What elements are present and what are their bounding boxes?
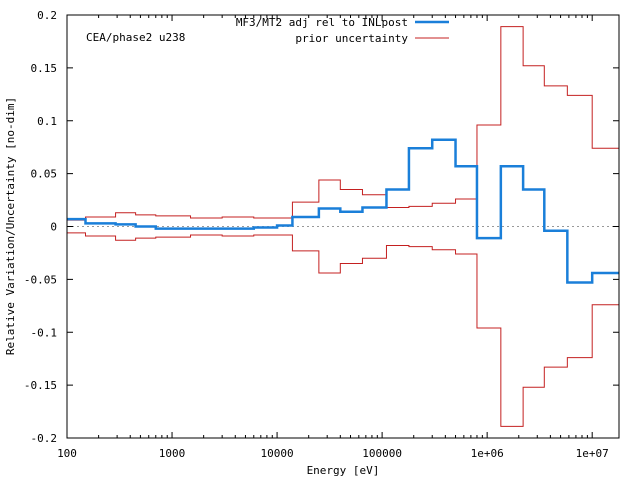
x-tick-label: 1e+06 <box>471 447 504 460</box>
y-tick-label: 0 <box>50 221 57 234</box>
y-tick-label: 0.2 <box>37 9 57 22</box>
series-prior-uncertainty-upper <box>67 26 619 221</box>
series-adj-rel-to-inlpost <box>67 138 619 284</box>
y-axis-label: Relative Variation/Uncertainty [no-dim] <box>4 97 17 355</box>
legend-entry-adj-label: MF3/MT2 adj rel to INLpost <box>236 16 408 29</box>
legend: MF3/MT2 adj rel to INLpost prior uncerta… <box>236 16 449 45</box>
x-tick-label: 100 <box>57 447 77 460</box>
y-tick-label: 0.05 <box>31 168 58 181</box>
x-axis-label: Energy [eV] <box>307 464 380 477</box>
y-tick-label: 0.1 <box>37 115 57 128</box>
y-tick-label: -0.2 <box>31 432 58 445</box>
x-tick-label: 10000 <box>261 447 294 460</box>
y-tick-label: -0.1 <box>31 326 58 339</box>
series-prior-uncertainty-lower <box>67 232 619 427</box>
y-tick-label: -0.15 <box>24 379 57 392</box>
x-tick-label: 1000 <box>159 447 186 460</box>
annotation: CEA/phase2 u238 <box>86 31 185 44</box>
x-tick-label: 100000 <box>362 447 402 460</box>
y-tick-label: 0.15 <box>31 62 58 75</box>
legend-entry-prior-label: prior uncertainty <box>295 32 408 45</box>
x-tick-label: 1e+07 <box>576 447 609 460</box>
y-tick-label: -0.05 <box>24 273 57 286</box>
